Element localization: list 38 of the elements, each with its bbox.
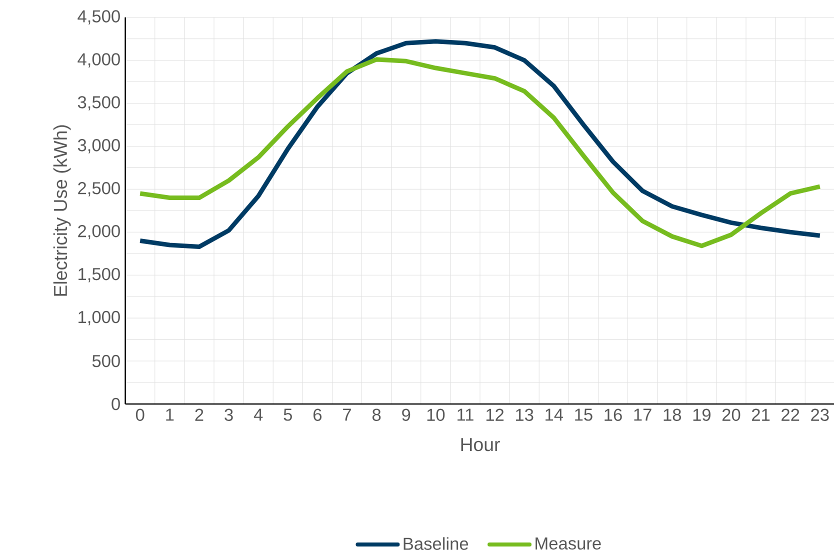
x-tick-label: 20 bbox=[722, 408, 740, 421]
x-tick-label: 5 bbox=[284, 408, 292, 421]
y-tick-label: 1,500 bbox=[78, 268, 120, 282]
x-tick-label: 0 bbox=[136, 408, 144, 421]
y-tick-label: 2,500 bbox=[78, 182, 120, 196]
x-tick-label: 1 bbox=[166, 408, 174, 421]
y-axis-title: Electricity Use (kWh) bbox=[53, 125, 71, 296]
x-tick-label: 21 bbox=[752, 408, 770, 421]
y-tick-label: 500 bbox=[92, 354, 120, 368]
legend-label: Baseline bbox=[404, 537, 468, 550]
y-tick-label: 4,000 bbox=[78, 53, 120, 68]
y-tick-label: 3,000 bbox=[78, 139, 120, 154]
y-tick-label: 2,000 bbox=[78, 224, 120, 240]
x-tick-label: 17 bbox=[634, 408, 652, 421]
x-tick-label: 12 bbox=[486, 408, 504, 421]
x-tick-label: 6 bbox=[314, 408, 322, 421]
x-tick-label: 10 bbox=[427, 408, 445, 421]
x-tick-label: 18 bbox=[664, 408, 682, 421]
x-tick-label: 7 bbox=[343, 408, 351, 421]
x-tick-label: 22 bbox=[782, 408, 800, 421]
x-tick-label: 23 bbox=[811, 408, 829, 421]
legend-label: Measure bbox=[536, 538, 601, 550]
x-tick-label: 9 bbox=[402, 408, 410, 421]
x-tick-label: 3 bbox=[224, 408, 233, 421]
x-tick-label: 16 bbox=[604, 408, 622, 421]
x-tick-label: 8 bbox=[372, 408, 381, 421]
x-tick-label: 13 bbox=[516, 408, 534, 421]
x-tick-label: 15 bbox=[575, 408, 592, 421]
x-tick-label: 11 bbox=[458, 408, 474, 421]
x-tick-label: 4 bbox=[254, 408, 263, 421]
x-axis-title: Hour bbox=[461, 438, 500, 452]
y-tick-label: 4,500 bbox=[78, 10, 120, 24]
x-tick-label: 19 bbox=[693, 408, 710, 421]
x-tick-label: 2 bbox=[195, 408, 204, 421]
x-tick-label: 14 bbox=[546, 408, 564, 421]
y-tick-label: 0 bbox=[112, 398, 120, 410]
y-tick-label: 3,500 bbox=[78, 96, 120, 110]
y-tick-label: 1,000 bbox=[78, 310, 120, 326]
